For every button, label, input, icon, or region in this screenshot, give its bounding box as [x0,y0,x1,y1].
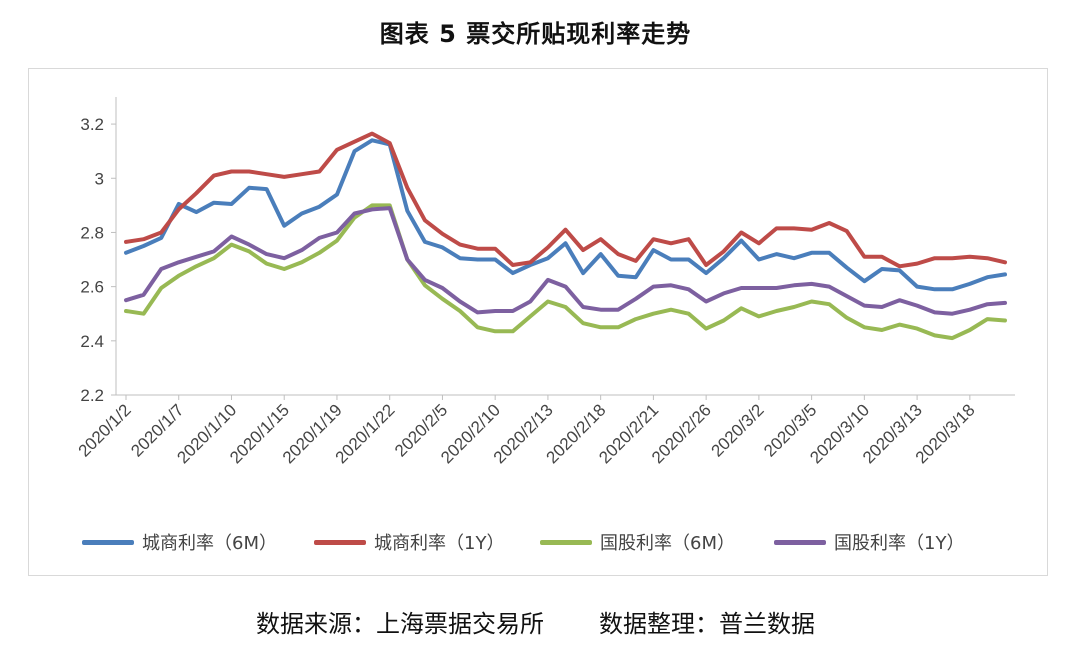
y-tick-label: 2.8 [80,223,104,242]
legend: 城商利率（6M） 城商利率（1Y） 国股利率（6M） 国股利率（1Y） [0,528,1071,556]
series-line-3 [124,203,1007,341]
axes-group [111,97,1015,400]
legend-swatch-s3 [540,539,592,545]
x-tick-labels: 2020/1/22020/1/72020/1/102020/1/152020/1… [75,400,979,467]
legend-swatch-s2 [314,539,366,545]
series-line-4 [124,206,1007,316]
x-tick-label: 2020/1/2 [75,400,135,460]
chart-frame [28,68,1048,576]
legend-item-s2: 城商利率（1Y） [314,528,504,556]
legend-label-s3: 国股利率（6M） [600,533,735,554]
series-line-2 [124,131,1007,269]
y-tick-label: 2.4 [80,332,104,351]
chart-title: 图表 5 票交所贴现利率走势 [379,20,692,48]
legend-label-s1: 城商利率（6M） [142,533,277,554]
y-tick-label: 3.2 [80,115,104,134]
legend-swatch-s1 [82,539,134,545]
legend-label-s2: 城商利率（1Y） [374,533,505,554]
y-tick-label: 3 [95,169,104,188]
x-tick-label: 2020/3/2 [707,400,767,460]
legend-swatch-s4 [774,539,826,545]
legend-item-s3: 国股利率（6M） [540,528,735,556]
legend-item-s4: 国股利率（1Y） [774,528,964,556]
legend-item-s1: 城商利率（6M） [82,528,277,556]
series-line-1 [124,138,1007,292]
y-tick-label: 2.2 [80,386,104,405]
legend-label-s4: 国股利率（1Y） [834,533,965,554]
data-compiler: 数据整理：普兰数据 [599,610,815,638]
source-note: 数据来源：上海票据交易所 数据整理：普兰数据 [0,604,1071,639]
data-source: 数据来源：上海票据交易所 [256,610,544,638]
series-group [124,131,1007,341]
y-tick-labels: 2.2 2.4 2.6 2.8 3 3.2 [80,115,104,405]
y-tick-label: 2.6 [80,278,104,297]
